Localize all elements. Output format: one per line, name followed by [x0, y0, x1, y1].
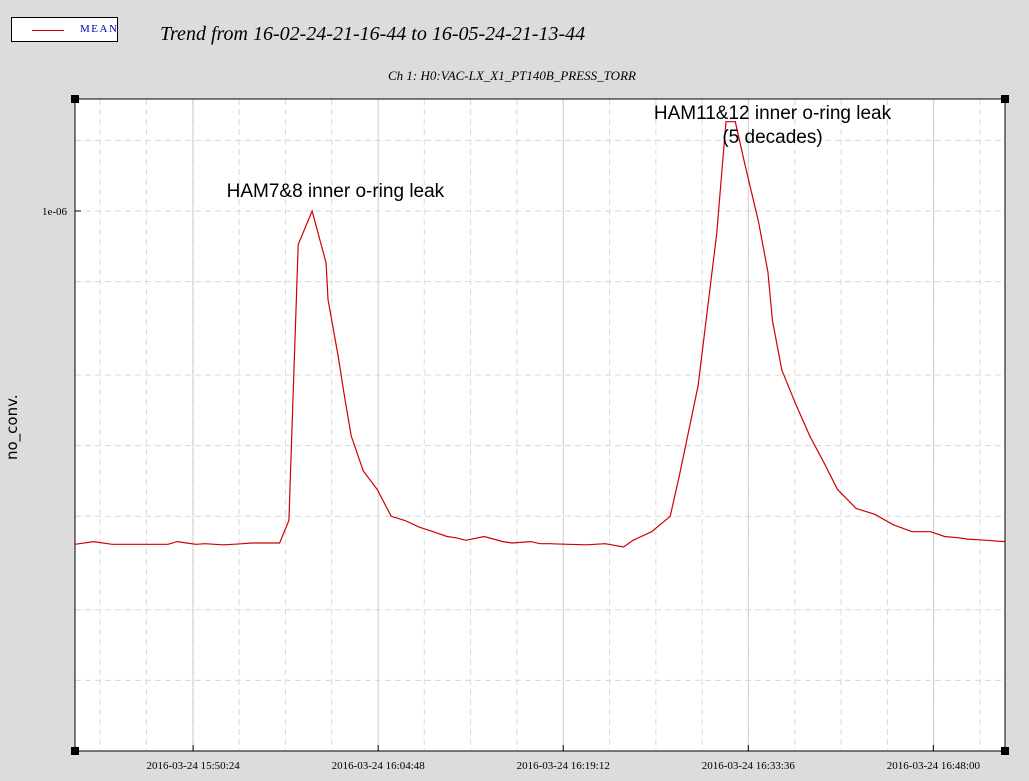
chart-title: Trend from 16-02-24-21-16-44 to 16-05-24…: [160, 23, 586, 45]
corner-handle: [71, 95, 79, 103]
plot-area: [75, 99, 1005, 751]
x-tick-label: 2016-03-24 15:50:24: [147, 760, 241, 772]
corner-handle: [1001, 95, 1009, 103]
annotation: HAM11&12 inner o-ring leak (5 decades): [654, 103, 892, 148]
annotation-line: (5 decades): [722, 127, 822, 148]
annotation-line: HAM7&8 inner o-ring leak: [227, 181, 445, 202]
y-tick-label: 1e-06: [42, 206, 68, 218]
chart-subtitle: Ch 1: H0:VAC-LX_X1_PT140B_PRESS_TORR: [388, 68, 636, 83]
corner-handle: [71, 747, 79, 755]
series-line-mean: [74, 121, 1006, 548]
legend-swatch: [32, 30, 64, 31]
x-tick-label: 2016-03-24 16:48:00: [887, 760, 981, 772]
legend: MEAN: [11, 17, 118, 42]
annotation-line: HAM11&12 inner o-ring leak: [654, 103, 892, 124]
legend-label: MEAN: [80, 23, 119, 35]
x-tick-label: 2016-03-24 16:19:12: [517, 760, 610, 772]
annotation: HAM7&8 inner o-ring leak: [227, 181, 445, 202]
plot-frame: [74, 98, 1006, 752]
corner-handle: [1001, 747, 1009, 755]
x-tick-label: 2016-03-24 16:33:36: [702, 760, 796, 772]
x-tick-label: 2016-03-24 16:04:48: [332, 760, 426, 772]
